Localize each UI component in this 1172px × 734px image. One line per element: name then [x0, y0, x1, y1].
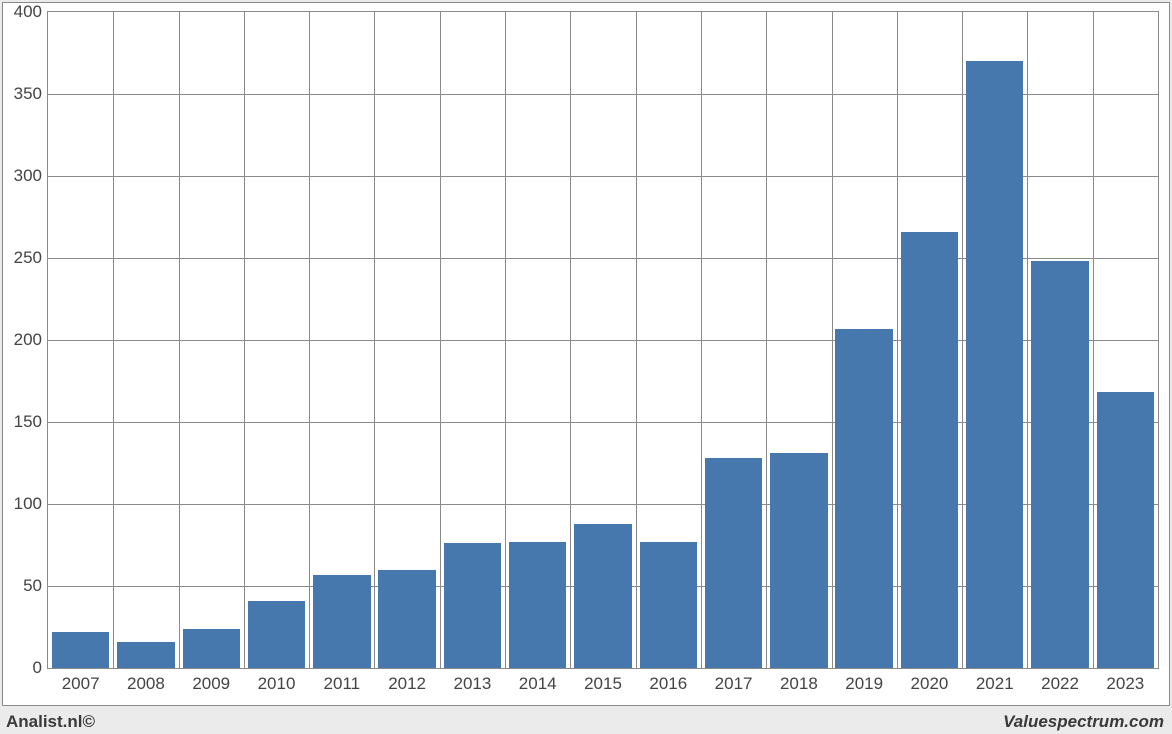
x-axis-label: 2014 [519, 668, 557, 694]
bar [966, 61, 1023, 668]
gridline-v [374, 12, 375, 668]
footer-credit-left: Analist.nl© [6, 712, 95, 732]
x-axis-label: 2021 [976, 668, 1014, 694]
x-axis-label: 2008 [127, 668, 165, 694]
bar [1031, 261, 1088, 668]
bar [117, 642, 174, 668]
y-axis-label: 250 [14, 248, 48, 268]
bar [248, 601, 305, 668]
bar [705, 458, 762, 668]
bar [183, 629, 240, 668]
x-axis-label: 2022 [1041, 668, 1079, 694]
x-axis-label: 2015 [584, 668, 622, 694]
bar [574, 524, 631, 668]
x-axis-label: 2020 [911, 668, 949, 694]
bar [835, 329, 892, 668]
gridline-v [962, 12, 963, 668]
y-axis-label: 200 [14, 330, 48, 350]
gridline-v [701, 12, 702, 668]
y-axis-label: 100 [14, 494, 48, 514]
x-axis-label: 2023 [1106, 668, 1144, 694]
x-axis-label: 2019 [845, 668, 883, 694]
bar [640, 542, 697, 668]
bar [52, 632, 109, 668]
gridline-v [636, 12, 637, 668]
x-axis-label: 2013 [453, 668, 491, 694]
y-axis-label: 0 [33, 658, 48, 678]
y-axis-label: 50 [23, 576, 48, 596]
plot-area: 0501001502002503003504002007200820092010… [47, 11, 1159, 669]
x-axis-label: 2016 [649, 668, 687, 694]
gridline-v [766, 12, 767, 668]
bar [1097, 392, 1154, 668]
y-axis-label: 300 [14, 166, 48, 186]
x-axis-label: 2018 [780, 668, 818, 694]
gridline-v [897, 12, 898, 668]
gridline-v [309, 12, 310, 668]
gridline-v [505, 12, 506, 668]
bar [770, 453, 827, 668]
x-axis-label: 2007 [62, 668, 100, 694]
chart-frame: 0 50 100 150 200 250 300 350 400 2007 2008 2009 2010… [2, 2, 1170, 706]
bar [313, 575, 370, 668]
bar [509, 542, 566, 668]
x-axis-label: 2017 [715, 668, 753, 694]
bar [378, 570, 435, 668]
gridline-v [832, 12, 833, 668]
bar [444, 543, 501, 668]
bar [901, 232, 958, 668]
y-axis-label: 150 [14, 412, 48, 432]
footer-credit-right: Valuespectrum.com [1003, 712, 1164, 732]
gridline-v [244, 12, 245, 668]
y-axis-label: 350 [14, 84, 48, 104]
gridline-v [113, 12, 114, 668]
gridline-v [179, 12, 180, 668]
gridline-v [1027, 12, 1028, 668]
gridline-v [570, 12, 571, 668]
gridline-v [440, 12, 441, 668]
x-axis-label: 2011 [324, 668, 361, 694]
y-axis-label: 400 [14, 2, 48, 22]
x-axis-label: 2010 [258, 668, 296, 694]
gridline-v [1093, 12, 1094, 668]
x-axis-label: 2009 [192, 668, 230, 694]
x-axis-label: 2012 [388, 668, 426, 694]
